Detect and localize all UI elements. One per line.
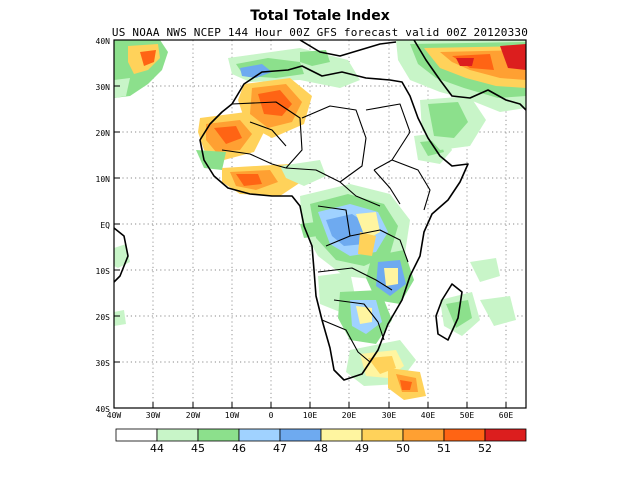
lat-label: 40N (96, 37, 111, 46)
lon-label: 50E (460, 411, 475, 420)
lat-labels: 40N 30N 20N 10N EQ 10S 20S 30S 40S (96, 37, 111, 414)
lon-label: 40E (421, 411, 436, 420)
lat-label: 40S (96, 405, 111, 414)
map-panel (114, 40, 526, 408)
colorbar (115, 428, 527, 442)
lat-label: 20N (96, 129, 111, 138)
colorbar-swatch (484, 428, 527, 442)
lon-label: 10W (225, 411, 240, 420)
lat-label: 10S (96, 267, 111, 276)
colorbar-swatch (115, 428, 158, 442)
colorbar-label: 50 (396, 442, 410, 455)
lon-labels: 40W 30W 20W 10W 0 10E 20E 30E 40E 50E 60… (107, 411, 514, 420)
lat-label: 20S (96, 313, 111, 322)
lon-label: 30W (146, 411, 161, 420)
lat-label: EQ (100, 221, 110, 230)
colorbar-label: 47 (273, 442, 287, 455)
colorbar-label: 51 (437, 442, 451, 455)
colorbar-swatch (402, 428, 445, 442)
lon-label: 20W (186, 411, 201, 420)
colorbar-swatch (156, 428, 199, 442)
colorbar-swatch (443, 428, 486, 442)
index-shading (114, 40, 526, 400)
coastlines (114, 40, 526, 381)
colorbar-label: 45 (191, 442, 205, 455)
colorbar-swatch (279, 428, 322, 442)
colorbar-swatch (238, 428, 281, 442)
lon-label: 60E (499, 411, 514, 420)
map-subtitle: US NOAA NWS NCEP 144 Hour 00Z GFS foreca… (111, 26, 529, 39)
country-borders (221, 101, 431, 363)
map-title: Total Totale Index (250, 8, 390, 24)
lon-label: 0 (269, 411, 274, 420)
gridlines (114, 40, 526, 408)
colorbar-swatch (320, 428, 363, 442)
axis-ticks (114, 85, 507, 408)
colorbar-swatch (361, 428, 404, 442)
colorbar-label: 49 (355, 442, 369, 455)
lat-label: 10N (96, 175, 111, 184)
lat-label: 30N (96, 83, 111, 92)
lon-label: 30E (382, 411, 397, 420)
colorbar-label: 52 (478, 442, 492, 455)
colorbar-swatch (197, 428, 240, 442)
colorbar-label: 48 (314, 442, 328, 455)
colorbar-labels: 44 45 46 47 48 49 50 51 52 (150, 442, 492, 455)
lon-label: 40W (107, 411, 122, 420)
colorbar-label: 44 (150, 442, 164, 455)
lat-label: 30S (96, 359, 111, 368)
colorbar-label: 46 (232, 442, 246, 455)
lon-label: 10E (303, 411, 318, 420)
lon-label: 20E (342, 411, 357, 420)
